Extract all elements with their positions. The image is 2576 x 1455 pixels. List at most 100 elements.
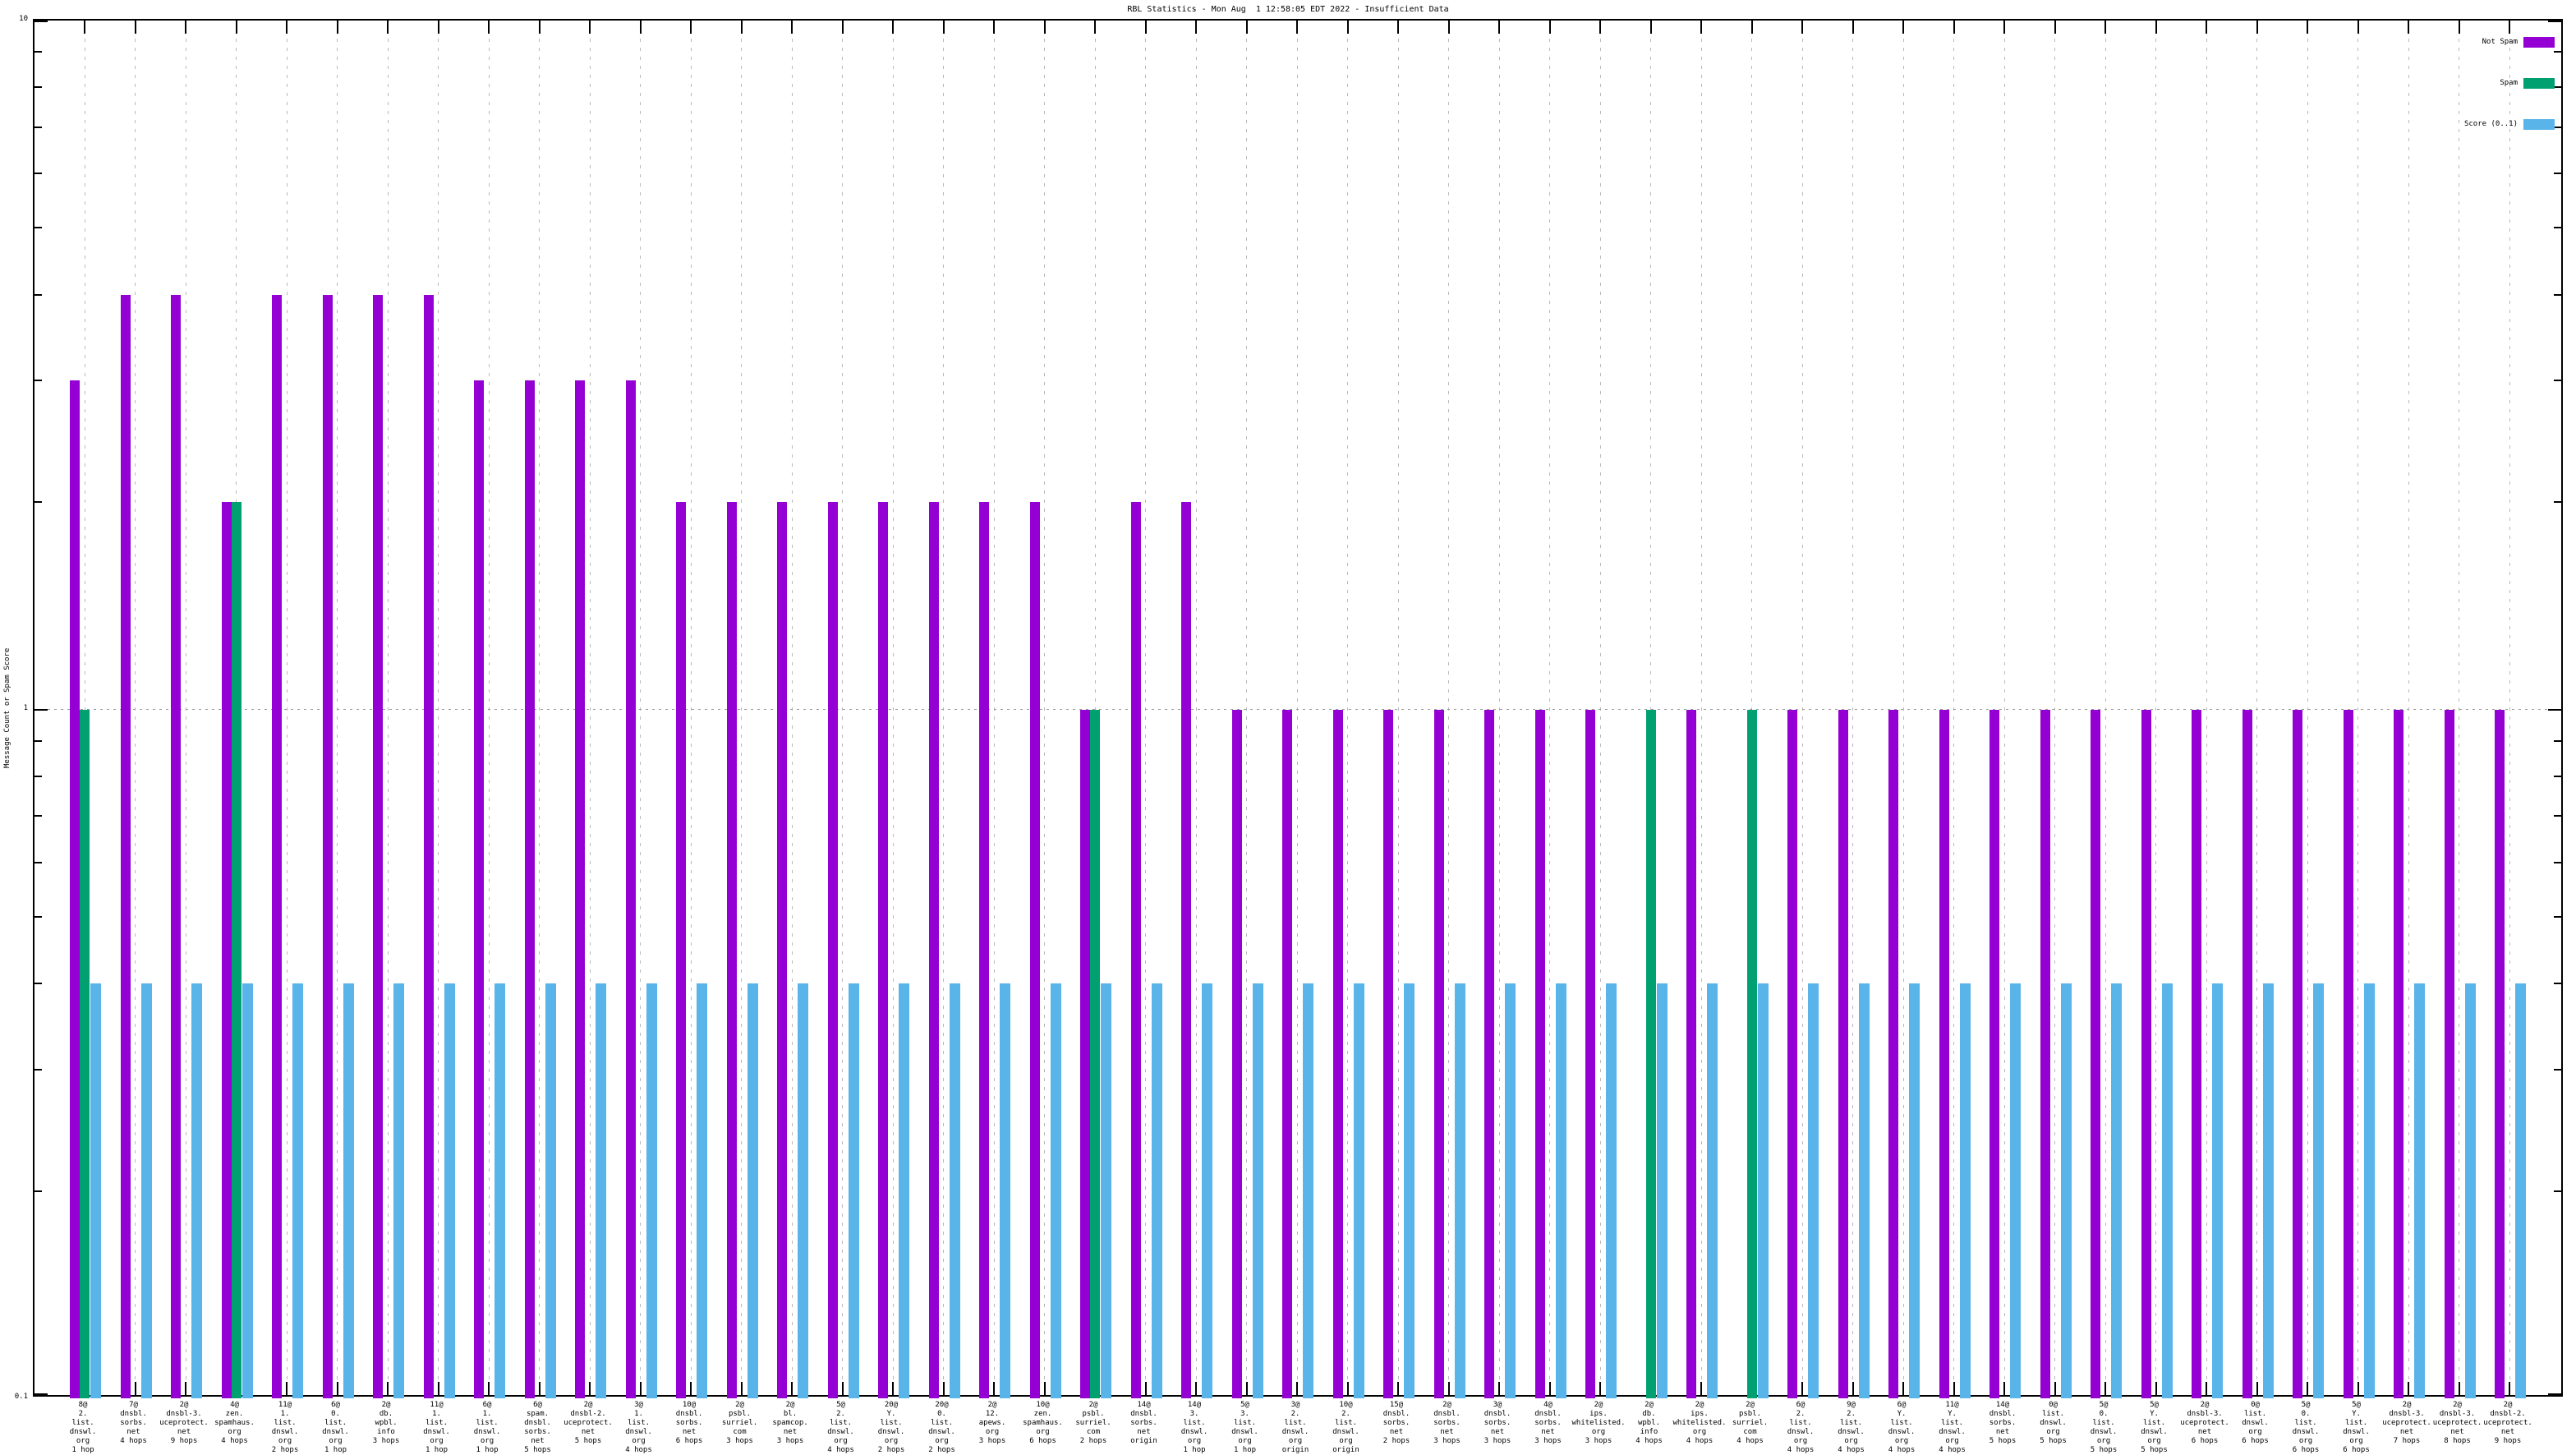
x-tick-label: 2@ bl. spamcop. net 3 hops	[772, 1401, 808, 1445]
x-tick-bottom	[1397, 1382, 1399, 1395]
y-minor-tick-left	[34, 501, 42, 504]
legend-swatch-score-0-1-	[2523, 119, 2555, 130]
x-tick-label: 3@ dnsbl. sorbs. net 3 hops	[1484, 1401, 1511, 1445]
bar-not-spam	[1231, 709, 1242, 1398]
x-tick-top	[2509, 21, 2510, 34]
bar-not-spam	[1282, 709, 1292, 1398]
x-tick-bottom	[1548, 1382, 1551, 1395]
bar-score	[1252, 983, 1263, 1398]
y-major-tick-right	[2548, 21, 2561, 22]
x-tick-top	[993, 21, 995, 34]
y-minor-tick-left	[34, 915, 42, 918]
x-tick-top	[639, 21, 642, 34]
x-tick-bottom	[2104, 1382, 2106, 1395]
bar-score	[1858, 983, 1870, 1398]
bar-score	[1101, 983, 1111, 1398]
x-tick-label: 7@ dnsbl. sorbs. net 4 hops	[120, 1401, 147, 1445]
bar-not-spam	[575, 380, 585, 1398]
x-tick-label: 10@ dnsbl. sorbs. net 6 hops	[675, 1401, 703, 1445]
x-tick-bottom	[1953, 1382, 1955, 1395]
x-tick-label: 2@ db. wpbl. info 3 hops	[372, 1401, 400, 1445]
x-tick-top	[1852, 21, 1854, 34]
y-minor-tick-right	[2554, 983, 2561, 985]
x-tick-bottom	[791, 1382, 793, 1395]
x-tick-top	[2054, 21, 2056, 34]
x-tick-top	[791, 21, 793, 34]
x-tick-bottom	[2509, 1382, 2510, 1395]
x-tick-label: 0@ list. dnswl. org 6 hops	[2242, 1401, 2269, 1445]
x-gridline	[741, 21, 742, 1395]
x-tick-top	[336, 21, 338, 34]
x-gridline	[1902, 21, 1904, 1395]
x-tick-bottom	[841, 1382, 844, 1395]
bar-score	[747, 983, 758, 1398]
bar-not-spam	[676, 502, 686, 1398]
x-gridline	[135, 21, 136, 1395]
x-gridline	[1549, 21, 1550, 1395]
bar-not-spam	[1838, 709, 1848, 1398]
x-gridline	[1700, 21, 1702, 1395]
x-tick-top	[2307, 21, 2308, 34]
bar-score	[140, 983, 152, 1398]
y-minor-tick-left	[34, 51, 42, 53]
bar-score	[1707, 983, 1718, 1398]
x-tick-label: 2@ db. wpbl. info 4 hops	[1635, 1401, 1663, 1445]
bar-not-spam	[1130, 502, 1141, 1398]
bar-not-spam	[1383, 709, 1393, 1398]
x-gridline	[589, 21, 591, 1395]
bar-score	[444, 983, 455, 1398]
x-gridline	[690, 21, 692, 1395]
x-gridline	[892, 21, 894, 1395]
x-tick-label: 2@ ips. whitelisted. org 3 hops	[1571, 1401, 1626, 1445]
x-tick-label: 14@ dnsbl. sorbs. net 5 hops	[1989, 1401, 2017, 1445]
x-tick-top	[1245, 21, 1248, 34]
x-gridline	[842, 21, 843, 1395]
x-tick-bottom	[2408, 1382, 2409, 1395]
x-tick-top	[1801, 21, 1803, 34]
x-tick-top	[538, 21, 540, 34]
bar-not-spam	[1888, 709, 1898, 1398]
x-gridline	[286, 21, 288, 1395]
bar-score	[90, 983, 101, 1398]
x-gridline	[1953, 21, 1954, 1395]
x-gridline	[1195, 21, 1197, 1395]
x-tick-bottom	[1902, 1382, 1904, 1395]
x-tick-bottom	[134, 1382, 136, 1395]
y-minor-tick-left	[34, 173, 42, 175]
x-gridline	[943, 21, 944, 1395]
bar-not-spam	[2091, 709, 2100, 1398]
x-tick-top	[1498, 21, 1500, 34]
y-major-tick-right	[2548, 1393, 2561, 1395]
bar-score	[1909, 983, 1920, 1398]
x-gridline	[2054, 21, 2055, 1395]
bar-score	[596, 983, 606, 1398]
bar-not-spam	[979, 502, 989, 1398]
x-tick-bottom	[892, 1382, 894, 1395]
bar-not-spam	[1433, 709, 1444, 1398]
x-gridline	[791, 21, 793, 1395]
bar-score	[2060, 983, 2072, 1398]
bar-score	[2161, 983, 2173, 1398]
x-tick-top	[2357, 21, 2359, 34]
x-tick-bottom	[1599, 1382, 1601, 1395]
x-tick-bottom	[589, 1382, 591, 1395]
x-tick-bottom	[2256, 1382, 2258, 1395]
bar-score	[494, 983, 505, 1398]
bar-not-spam	[1181, 502, 1191, 1398]
x-tick-bottom	[1498, 1382, 1500, 1395]
x-tick-top	[387, 21, 389, 34]
bar-score	[343, 983, 354, 1398]
x-tick-top	[1649, 21, 1652, 34]
x-tick-bottom	[437, 1382, 439, 1395]
x-gridline	[1448, 21, 1449, 1395]
x-tick-label: 2@ dnsbl-3. uceprotect. net 8 hops	[2432, 1401, 2482, 1445]
y-major-tick-right	[2548, 708, 2561, 711]
x-tick-label: 2@ psbl. surriel. com 4 hops	[1732, 1401, 1769, 1445]
y-minor-tick-right	[2554, 861, 2561, 863]
x-gridline	[1397, 21, 1399, 1395]
x-tick-label: 2@ dnsbl-3. uceprotect. net 6 hops	[2180, 1401, 2229, 1445]
y-minor-tick-left	[34, 815, 42, 817]
x-tick-top	[185, 21, 186, 34]
x-tick-bottom	[185, 1382, 186, 1395]
